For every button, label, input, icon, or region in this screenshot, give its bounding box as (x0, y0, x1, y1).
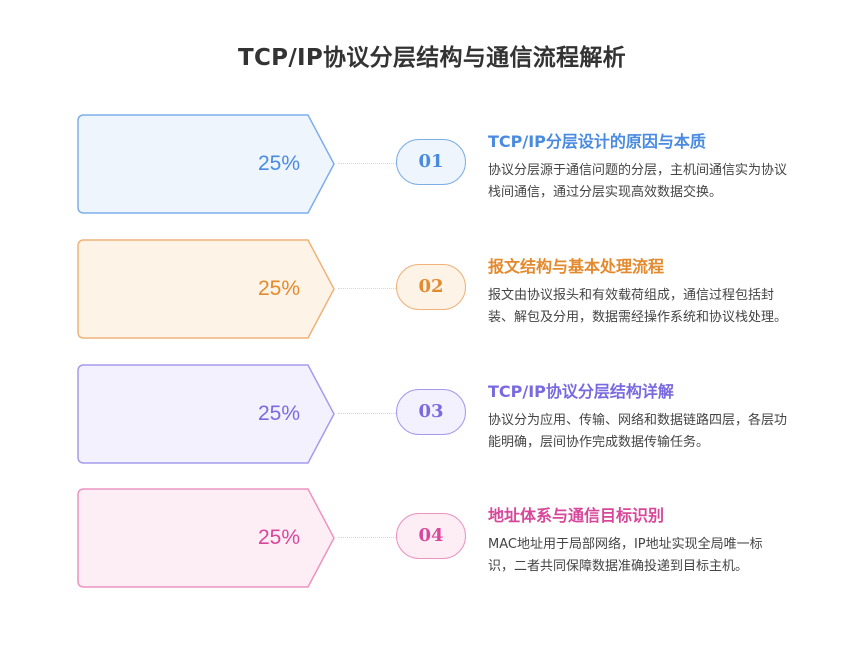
section-description: 协议分为应用、传输、网络和数据链路四层，各层功能明确，层间协作完成数据传输任务。 (488, 413, 788, 450)
dotted-connector (338, 163, 398, 164)
arrow-shape (77, 488, 335, 588)
step-number-badge: 04 (396, 513, 466, 559)
section-row-03: 25% 03 TCP/IP协议分层结构详解 协议分为应用、传输、网络和数据链路四… (0, 364, 864, 464)
page-title: TCP/IP协议分层结构与通信流程解析 (238, 45, 626, 71)
percent-label: 25% (258, 402, 301, 425)
arrow-banner (77, 239, 335, 339)
step-number-badge: 03 (396, 389, 466, 435)
section-description: 协议分层源于通信问题的分层，主机间通信实为协议栈间通信，通过分层实现高效数据交换… (488, 163, 788, 200)
section-description: MAC地址用于局部网络，IP地址实现全局唯一标识，二者共同保障数据准确投递到目标… (488, 537, 763, 574)
section-row-04: 25% 04 地址体系与通信目标识别 MAC地址用于局部网络，IP地址实现全局唯… (0, 488, 864, 588)
section-row-02: 25% 02 报文结构与基本处理流程 报文由协议报头和有效载荷组成，通信过程包括… (0, 239, 864, 339)
arrow-shape (77, 239, 335, 339)
arrow-banner (77, 364, 335, 464)
section-row-01: 25% 01 TCP/IP分层设计的原因与本质 协议分层源于通信问题的分层，主机… (0, 114, 864, 214)
percent-label: 25% (258, 152, 301, 175)
step-number-badge: 02 (396, 264, 466, 310)
section-heading: 报文结构与基本处理流程 (488, 257, 665, 276)
dotted-connector (338, 288, 398, 289)
percent-label: 25% (258, 277, 301, 300)
arrow-banner (77, 114, 335, 214)
section-heading: 地址体系与通信目标识别 (488, 506, 665, 525)
dotted-connector (338, 537, 398, 538)
section-description: 报文由协议报头和有效载荷组成，通信过程包括封装、解包及分用，数据需经操作系统和协… (488, 288, 788, 325)
arrow-shape (77, 114, 335, 214)
percent-label: 25% (258, 526, 301, 549)
arrow-shape (77, 364, 335, 464)
section-heading: TCP/IP分层设计的原因与本质 (488, 132, 706, 151)
step-number-badge: 01 (396, 139, 466, 185)
dotted-connector (338, 413, 398, 414)
arrow-banner (77, 488, 335, 588)
section-heading: TCP/IP协议分层结构详解 (488, 382, 674, 401)
